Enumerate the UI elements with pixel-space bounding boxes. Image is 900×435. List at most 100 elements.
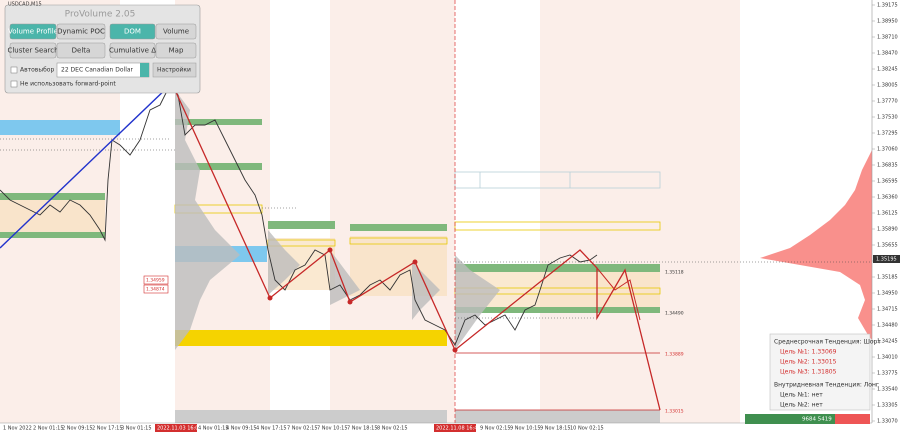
button-label: Dynamic POC bbox=[57, 28, 105, 36]
price-label: 1.34480 bbox=[877, 323, 898, 329]
panel-button[interactable]: Delta bbox=[56, 42, 106, 59]
forward-point-label: Не использовать forward-point bbox=[20, 81, 116, 88]
time-label: 2022.11.03 16:00 bbox=[157, 426, 202, 432]
auto-select[interactable]: Автовыбор bbox=[10, 67, 54, 74]
panel-button[interactable]: DOM bbox=[109, 23, 156, 40]
panel-title: ProVolume 2.05 bbox=[65, 10, 136, 20]
price-label: 1.33305 bbox=[877, 403, 898, 409]
price-label: 1.36595 bbox=[877, 179, 898, 185]
instrument-label: 22 DEC Canadian Dollar bbox=[61, 67, 134, 74]
time-marker bbox=[434, 424, 476, 432]
panel-button[interactable]: Volume Profile bbox=[8, 23, 58, 40]
time-label: 3 Nov 01:15 bbox=[121, 426, 152, 432]
time-label: 9 Nov 02:15 bbox=[480, 426, 511, 432]
volume-label: 9684 5419 bbox=[802, 417, 832, 423]
price-label: 1.38005 bbox=[877, 83, 898, 89]
pivot-points bbox=[267, 247, 458, 353]
mid-trend: Среднесрочная Тенденция: Шорт bbox=[774, 339, 881, 346]
auto-select-label: Автовыбор bbox=[20, 67, 54, 74]
grid-dots bbox=[0, 138, 872, 319]
price-label: 1.37770 bbox=[877, 99, 898, 105]
time-label: 10 Nov 02:15 bbox=[570, 426, 604, 432]
price-label: 1.37530 bbox=[877, 115, 898, 121]
time-label: 2 Nov 17:15 bbox=[92, 426, 123, 432]
time-label: 2 Nov 01:15 bbox=[33, 426, 64, 432]
time-marker bbox=[155, 424, 197, 432]
button-label: Cluster Search bbox=[7, 47, 58, 55]
level-label: 1.35118 bbox=[665, 270, 684, 276]
price-label: 1.33775 bbox=[877, 371, 898, 377]
price-label: 1.38470 bbox=[877, 51, 898, 57]
panel-button[interactable]: Volume bbox=[155, 23, 197, 40]
volume-profiles bbox=[175, 90, 500, 350]
time-label: 2022.11.08 16:45 bbox=[436, 426, 481, 432]
panel-button[interactable]: Map bbox=[155, 42, 197, 59]
time-label: 7 Nov 18:15 bbox=[347, 426, 378, 432]
price-label: 1.36835 bbox=[877, 163, 898, 169]
level-label: 1.33889 bbox=[665, 352, 684, 358]
button-face bbox=[155, 42, 197, 59]
button-face bbox=[109, 23, 156, 40]
settings-button[interactable]: Настройки bbox=[152, 62, 197, 78]
time-label: 4 Nov 01:15 bbox=[198, 426, 229, 432]
market-profile bbox=[760, 150, 872, 340]
button-label: Volume Profile bbox=[8, 28, 58, 36]
instrument-select[interactable]: 22 DEC Canadian Dollar bbox=[56, 62, 150, 78]
level-box bbox=[143, 275, 169, 285]
button-face bbox=[155, 23, 197, 40]
level-label: 1.34490 bbox=[665, 311, 684, 317]
time-label: 7 Nov 02:15 bbox=[287, 426, 318, 432]
price-label: 1.34245 bbox=[877, 339, 898, 345]
symbol: USDCAD,M15 bbox=[8, 2, 42, 8]
button-face bbox=[56, 42, 106, 59]
mid-target: Цель №2: 1.33015 bbox=[780, 359, 837, 366]
level-label: 1.33015 bbox=[665, 409, 684, 415]
info-box: Среднесрочная Тенденция: Шорт Внутриднев… bbox=[769, 333, 881, 411]
panel-button[interactable]: Cumulative Δ bbox=[109, 42, 156, 59]
button-label: DOM bbox=[124, 28, 141, 36]
price-label: 1.37295 bbox=[877, 131, 898, 137]
panel-button[interactable]: Dynamic POC bbox=[56, 23, 106, 40]
level-box bbox=[143, 284, 169, 294]
time-label: 4 Nov 17:15 bbox=[256, 426, 287, 432]
button-face bbox=[9, 23, 57, 40]
price-label: 1.34010 bbox=[877, 355, 898, 361]
button-label: Map bbox=[169, 47, 184, 55]
price-label: 1.35655 bbox=[877, 243, 898, 249]
mid-target: Цель №1: 1.33069 bbox=[780, 349, 837, 356]
time-label: 8 Nov 02:15 bbox=[377, 426, 408, 432]
intraday-target: Цель №2: нет bbox=[780, 402, 823, 409]
price-label: 1.33070 bbox=[877, 419, 898, 425]
price-label: 1.34715 bbox=[877, 307, 898, 313]
intraday-target: Цель №1: нет bbox=[780, 392, 823, 399]
price-label: 1.34950 bbox=[877, 291, 898, 297]
target-lines bbox=[455, 352, 660, 411]
price-label: 1.39175 bbox=[877, 3, 898, 9]
level-label: 1.34874 bbox=[146, 287, 165, 293]
current-price-label: 1.35195 bbox=[876, 257, 897, 263]
forward-point[interactable]: Не использовать forward-point bbox=[10, 81, 116, 88]
price-label: 1.37060 bbox=[877, 147, 898, 153]
price-label: 1.38245 bbox=[877, 67, 898, 73]
price-label: 1.33540 bbox=[877, 387, 898, 393]
time-label: 2 Nov 09:15 bbox=[62, 426, 93, 432]
button-label: Volume bbox=[163, 28, 189, 36]
price-label: 1.35185 bbox=[877, 275, 898, 281]
time-label: 9 Nov 18:15 bbox=[540, 426, 571, 432]
time-label: 4 Nov 09:15 bbox=[226, 426, 257, 432]
button-label: Delta bbox=[72, 47, 91, 55]
projection bbox=[596, 267, 641, 321]
time-label: 7 Nov 10:15 bbox=[317, 426, 348, 432]
button-face bbox=[56, 23, 106, 40]
price-label: 1.38950 bbox=[877, 19, 898, 25]
level-label: 1.34959 bbox=[146, 278, 165, 284]
price-label: 1.36360 bbox=[877, 195, 898, 201]
price-label: 1.38710 bbox=[877, 35, 898, 41]
current-price: 1.35195 bbox=[873, 255, 900, 263]
panel-button[interactable]: Cluster Search bbox=[7, 42, 59, 59]
time-label: 1 Nov 2022 bbox=[3, 426, 32, 432]
time-label: 9 Nov 10:15 bbox=[510, 426, 541, 432]
button-face bbox=[9, 42, 57, 59]
footer-volume: 9684 5419 bbox=[745, 414, 870, 424]
